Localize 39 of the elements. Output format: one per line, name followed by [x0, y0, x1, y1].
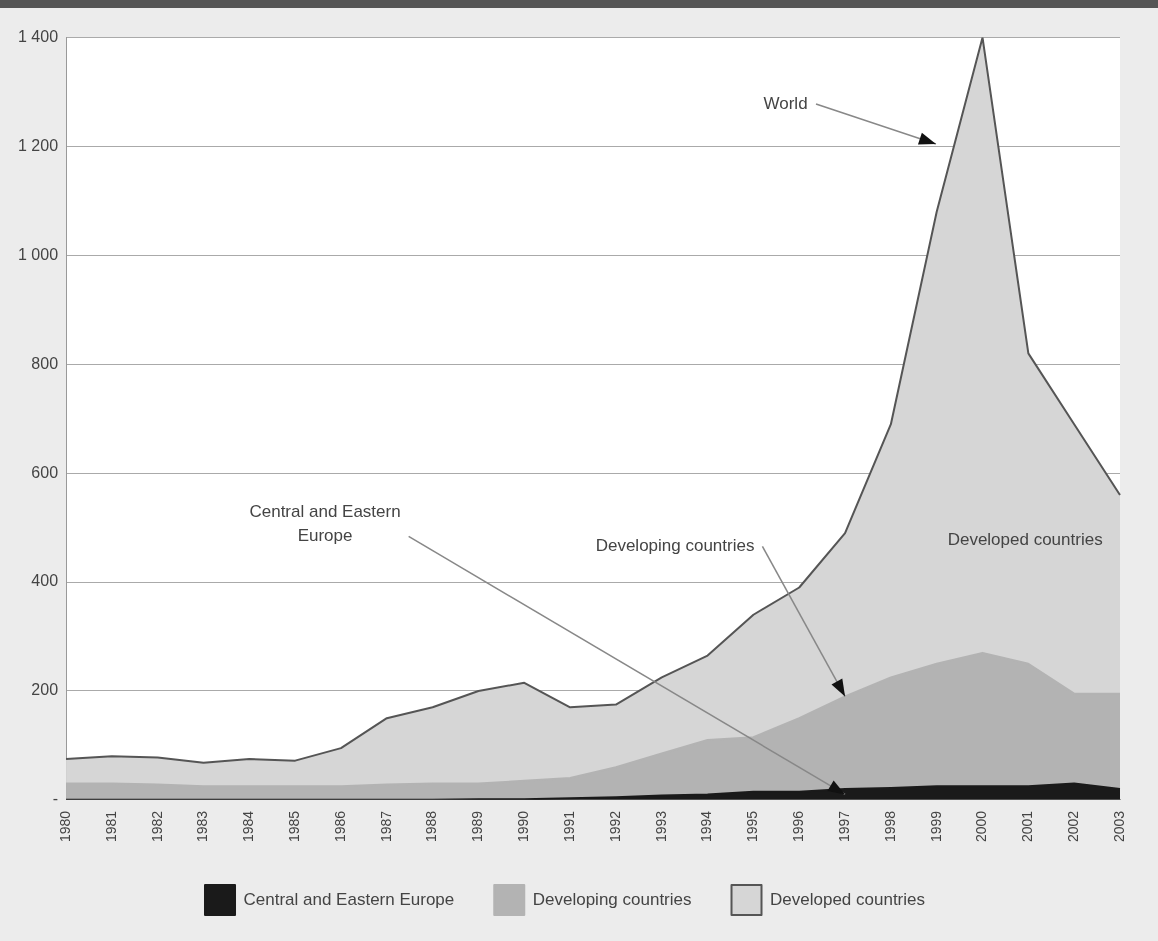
x-tick-label: 1982: [148, 810, 165, 843]
y-tick-label: 400: [31, 572, 59, 590]
x-tick-label: 1991: [560, 810, 577, 843]
x-tick-label: 1984: [240, 810, 257, 843]
y-tick-label: 1 400: [17, 28, 59, 46]
x-tick-label: 1986: [331, 810, 348, 843]
legend-label: Developed countries: [770, 889, 925, 909]
x-tick-label: 1998: [881, 810, 898, 843]
y-tick-label: 1 200: [17, 136, 59, 154]
x-tick-label: 1988: [423, 810, 440, 843]
annotation: Developed countries: [947, 530, 1103, 550]
x-tick-label: 1987: [377, 810, 394, 843]
y-tick-label: 800: [31, 354, 59, 372]
y-tick-label: -: [52, 790, 59, 808]
y-tick-label: 600: [31, 463, 59, 481]
x-tick-label: 1999: [927, 810, 944, 843]
x-tick-label: 1983: [194, 810, 211, 843]
y-tick-label: 200: [31, 681, 59, 699]
x-tick-label: 1989: [469, 810, 486, 843]
annotation: World: [763, 94, 808, 113]
annotation: Central and Eastern Europe: [249, 502, 401, 546]
x-tick-label: 1985: [286, 810, 303, 843]
x-tick-label: 1980: [56, 810, 73, 843]
x-tick-label: 2002: [1065, 810, 1082, 843]
x-tick-label: 1997: [835, 810, 852, 843]
x-tick-label: 1994: [698, 810, 715, 843]
x-tick-label: 2000: [973, 810, 990, 843]
x-tick-label: 1995: [744, 810, 761, 843]
x-tick-label: 2003: [1110, 810, 1127, 843]
x-tick-label: 1990: [515, 810, 532, 843]
legend-label: Developing countries: [532, 889, 692, 909]
y-tick-label: 1 000: [17, 245, 59, 263]
x-tick-label: 2001: [1019, 810, 1036, 843]
annotation: Developing countries: [595, 536, 755, 556]
x-tick-label: 1981: [102, 810, 119, 843]
x-tick-label: 1993: [652, 810, 669, 843]
legend-label: Central and Eastern Europe: [243, 889, 455, 909]
x-tick-label: 1996: [790, 810, 807, 843]
x-tick-label: 1992: [606, 810, 623, 843]
